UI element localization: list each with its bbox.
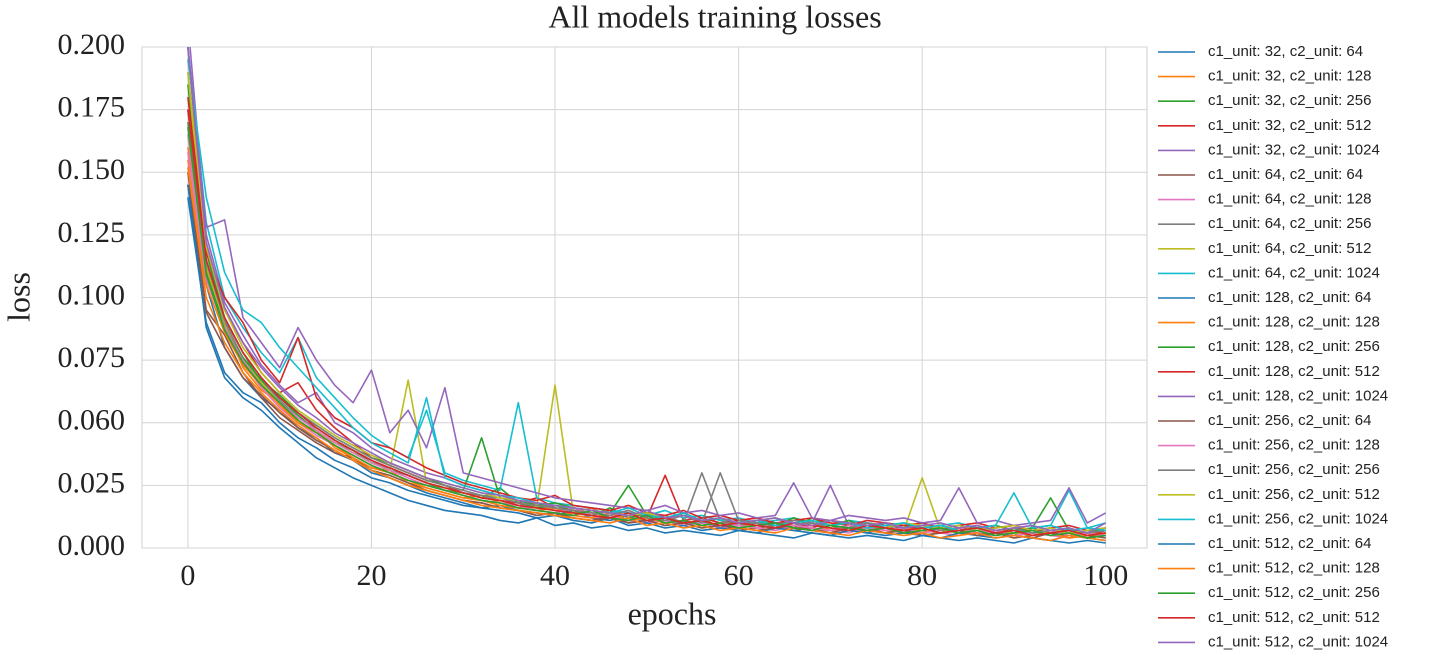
series-line xyxy=(187,197,1106,542)
x-tick-label: 40 xyxy=(540,559,570,592)
y-tick-label: 0.060 xyxy=(58,404,126,437)
legend-label: c1_unit: 64, c2_unit: 64 xyxy=(1208,166,1363,183)
x-tick-label: 100 xyxy=(1083,559,1128,592)
y-tick-label: 0.175 xyxy=(58,91,126,124)
y-axis-label: loss xyxy=(0,272,36,322)
legend-label: c1_unit: 512, c2_unit: 64 xyxy=(1208,535,1371,552)
y-tick-label: 0.200 xyxy=(58,28,126,61)
labels: 0.000 0.025 0.060 0.075 0.100 0.125 0.150 0.175… xyxy=(58,28,1129,592)
legend-label: c1_unit: 32, c2_unit: 64 xyxy=(1208,43,1363,60)
legend-label: c1_unit: 64, c2_unit: 256 xyxy=(1208,215,1371,232)
y-tick-label: 0.150 xyxy=(58,153,126,186)
legend-label: c1_unit: 256, c2_unit: 64 xyxy=(1208,412,1371,429)
series-line xyxy=(187,167,1106,542)
legend-label: c1_unit: 128, c2_unit: 128 xyxy=(1208,314,1380,331)
x-tick-label: 0 xyxy=(180,559,195,592)
legend-label: c1_unit: 128, c2_unit: 64 xyxy=(1208,289,1371,306)
legend-label: c1_unit: 256, c2_unit: 256 xyxy=(1208,461,1380,478)
lines xyxy=(187,47,1107,544)
legend-label: c1_unit: 32, c2_unit: 256 xyxy=(1208,92,1371,109)
legend-label: c1_unit: 32, c2_unit: 128 xyxy=(1208,68,1371,85)
legend-label: c1_unit: 32, c2_unit: 1024 xyxy=(1208,141,1380,158)
legend-label: c1_unit: 512, c2_unit: 256 xyxy=(1208,584,1380,601)
legend-label: c1_unit: 128, c2_unit: 512 xyxy=(1208,363,1380,380)
series-line xyxy=(187,109,1106,537)
y-tick-label: 0.100 xyxy=(58,278,126,311)
legend-label: c1_unit: 64, c2_unit: 1024 xyxy=(1208,264,1380,281)
legend-label: c1_unit: 128, c2_unit: 256 xyxy=(1208,338,1380,355)
x-tick-label: 80 xyxy=(907,559,937,592)
y-tick-label: 0.125 xyxy=(58,216,126,249)
series-line xyxy=(187,47,1107,534)
y-tick-label: 0.000 xyxy=(58,529,126,562)
series-line xyxy=(187,184,1106,544)
legend-label: c1_unit: 32, c2_unit: 512 xyxy=(1208,117,1371,134)
legend-label: c1_unit: 64, c2_unit: 128 xyxy=(1208,191,1371,208)
legend-label: c1_unit: 256, c2_unit: 128 xyxy=(1208,437,1380,454)
y-tick-label: 0.075 xyxy=(58,341,126,374)
legend: c1_unit: 32, c2_unit: 64 c1_unit: 32, c2_… xyxy=(1158,43,1388,650)
legend-label: c1_unit: 512, c2_unit: 1024 xyxy=(1208,633,1388,650)
legend-label: c1_unit: 512, c2_unit: 512 xyxy=(1208,609,1380,626)
legend-label: c1_unit: 512, c2_unit: 128 xyxy=(1208,560,1380,577)
y-tick-label: 0.025 xyxy=(58,466,126,499)
legend-label: c1_unit: 128, c2_unit: 1024 xyxy=(1208,387,1388,404)
chart-title: All models training losses xyxy=(548,0,881,34)
legend-label: c1_unit: 64, c2_unit: 512 xyxy=(1208,240,1371,257)
legend-label: c1_unit: 256, c2_unit: 512 xyxy=(1208,486,1380,503)
legend-label: c1_unit: 256, c2_unit: 1024 xyxy=(1208,510,1388,527)
x-axis-label: epochs xyxy=(628,595,717,631)
x-tick-label: 60 xyxy=(724,559,754,592)
x-tick-label: 20 xyxy=(356,559,386,592)
